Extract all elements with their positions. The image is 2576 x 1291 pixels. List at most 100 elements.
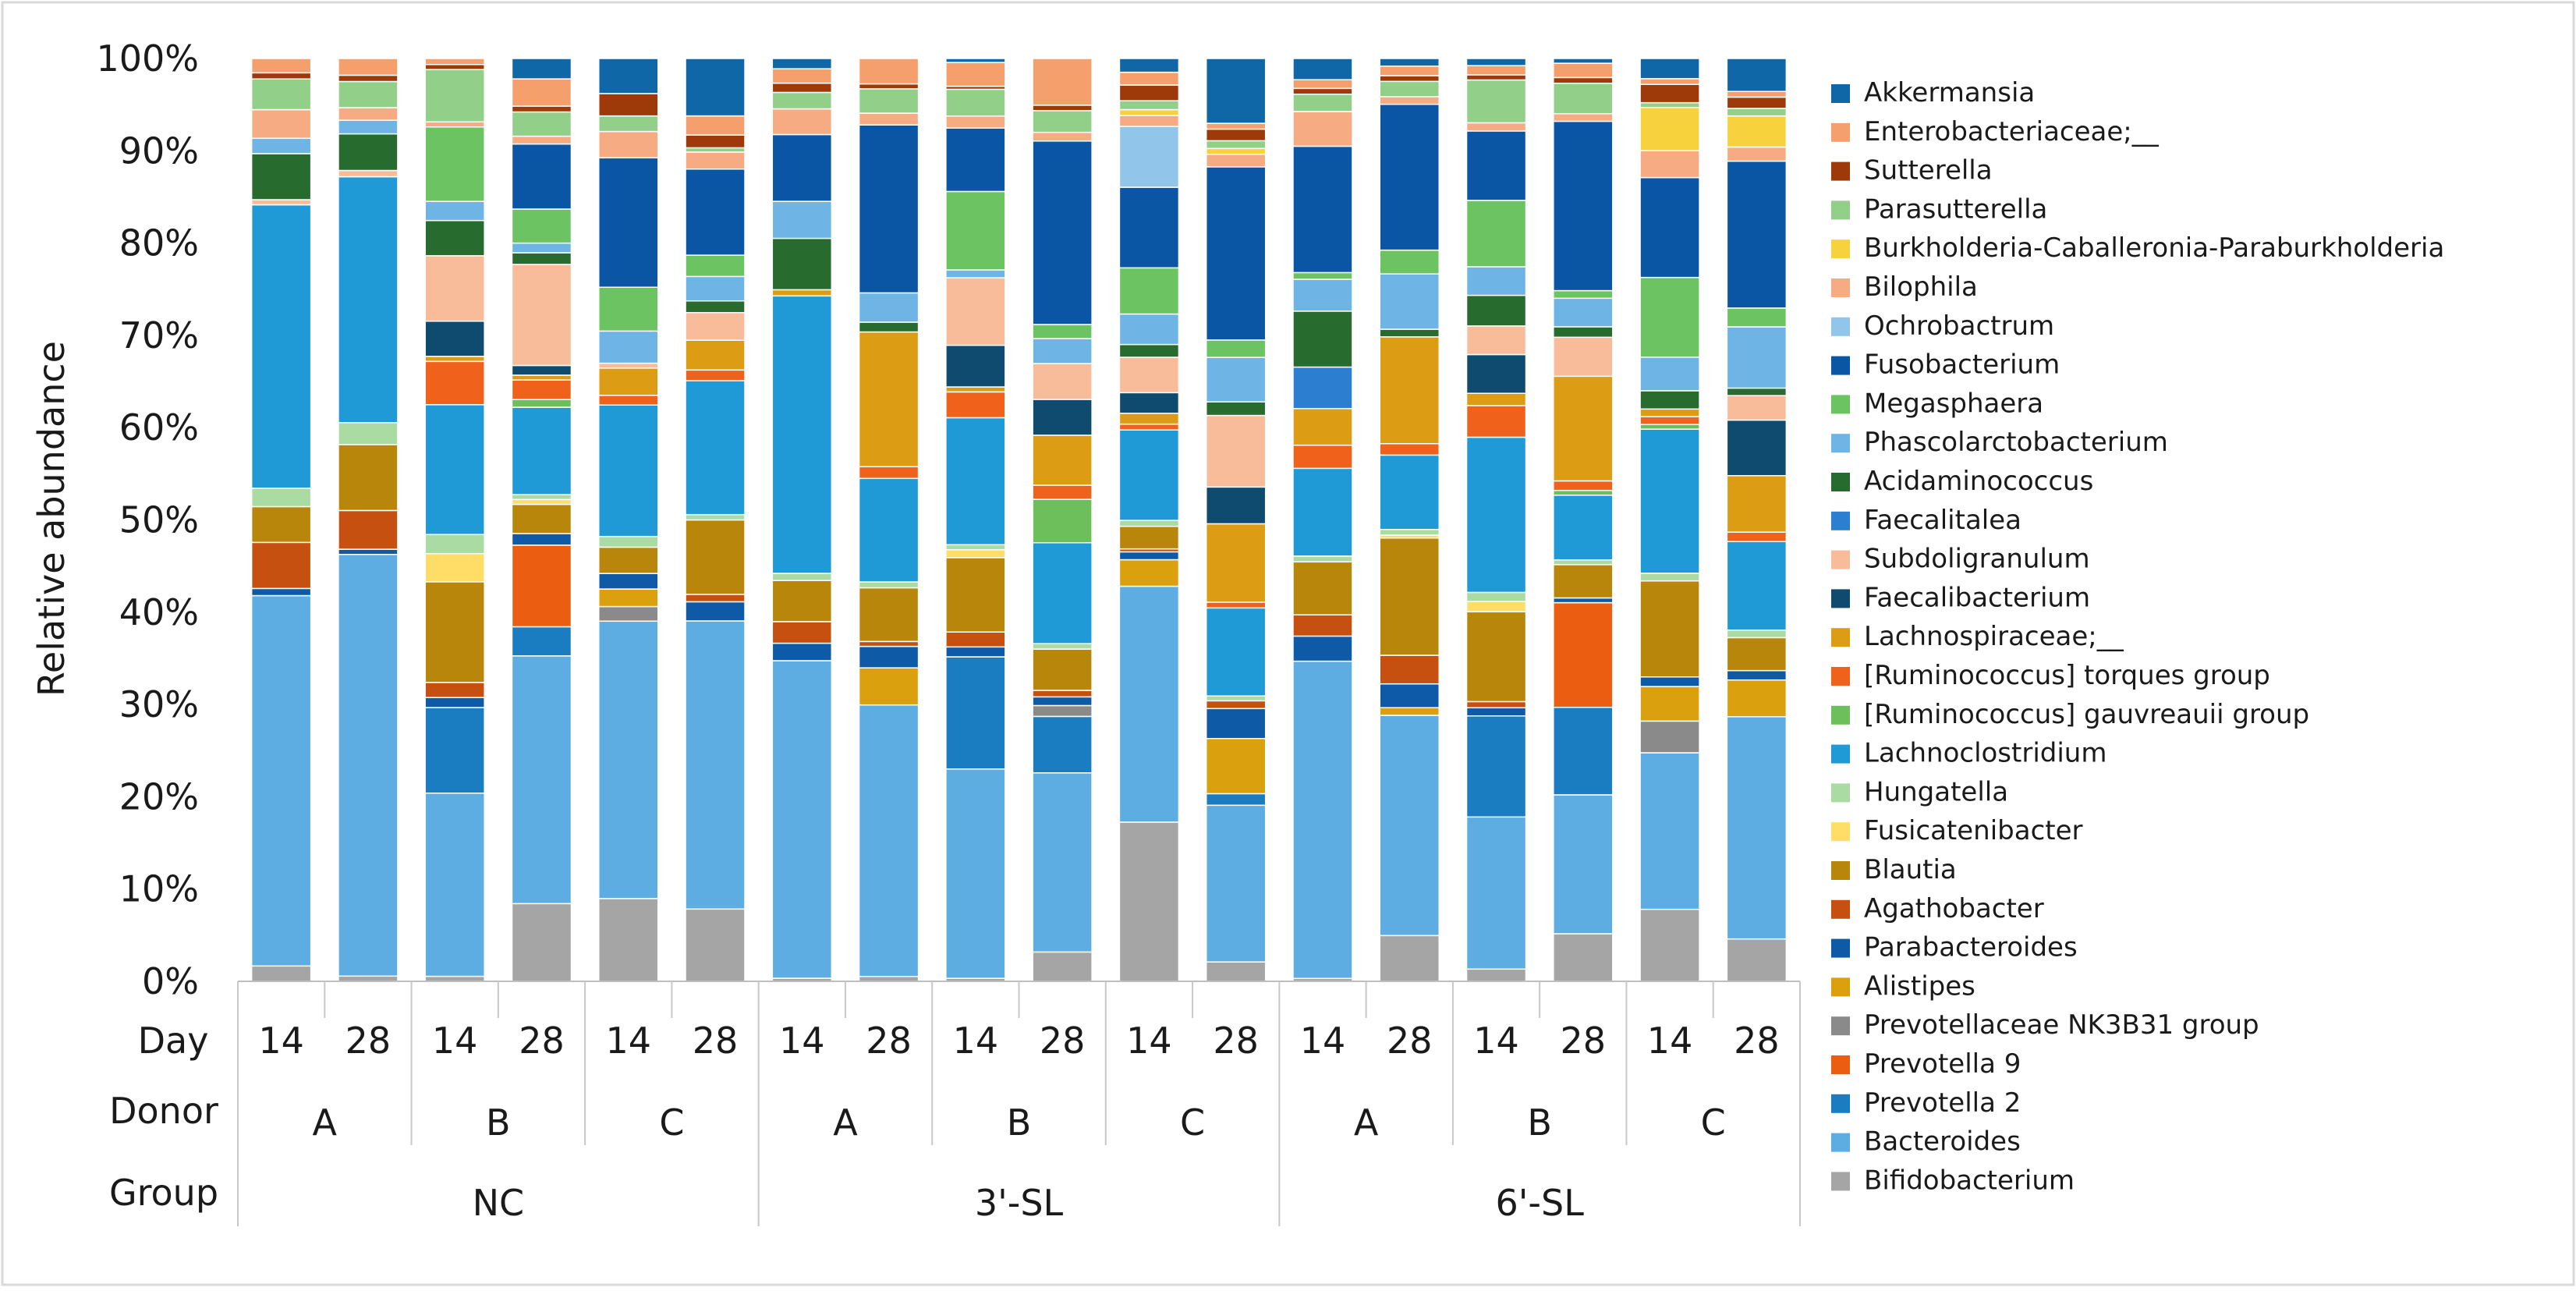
legend-label: Bifidobacterium	[1864, 1165, 2075, 1196]
bar-segment	[598, 535, 659, 548]
bar-segment	[858, 640, 919, 647]
bar-segment	[1032, 715, 1093, 774]
bar-segment	[511, 374, 572, 381]
bar-segment	[424, 581, 485, 683]
legend-swatch	[1831, 511, 1850, 530]
legend-item: Hungatella	[1831, 776, 2008, 807]
day-label: 14	[432, 1020, 478, 1062]
legend-label: [Ruminococcus] torques group	[1864, 660, 2270, 691]
bar-segment	[1118, 343, 1180, 358]
bar-segment	[1379, 454, 1440, 530]
bar-stack	[338, 58, 399, 982]
day-label: 14	[605, 1020, 651, 1062]
bar-segment	[685, 594, 746, 603]
bar-segment	[1032, 648, 1093, 691]
bar-segment	[250, 965, 312, 982]
bar-segment	[1379, 707, 1440, 716]
legend-swatch	[1831, 667, 1850, 686]
bar-segment	[1118, 392, 1180, 414]
bar-segment	[1379, 654, 1440, 685]
bar-segment	[685, 168, 746, 256]
bar-segment	[1118, 313, 1180, 346]
legend-swatch	[1831, 317, 1850, 336]
bar-segment	[1465, 611, 1527, 703]
y-tick-label: 0%	[142, 960, 199, 1002]
bar-segment	[1465, 700, 1527, 709]
bar-stack	[1465, 58, 1527, 982]
legend-label: Sutterella	[1864, 155, 1993, 186]
bar-segment	[1639, 686, 1700, 722]
bar-segment	[1465, 968, 1527, 982]
bar-segment	[250, 204, 312, 489]
bar-segment	[250, 72, 312, 80]
bar-segment	[945, 386, 1006, 393]
bar-segment	[1292, 467, 1353, 557]
bar-segment	[1379, 442, 1440, 456]
legend-swatch	[1831, 161, 1850, 181]
bar-segment	[1465, 58, 1527, 66]
bar-segment	[1205, 356, 1267, 403]
day-label: 28	[519, 1020, 565, 1062]
bar-segment	[1726, 419, 1788, 477]
bar-segment	[1118, 115, 1180, 127]
bar-segment	[1465, 816, 1527, 970]
bar-segment	[1379, 80, 1440, 98]
bar-segment	[1379, 683, 1440, 709]
bar-segment	[424, 404, 485, 535]
bar-segment	[598, 115, 659, 133]
bar-segment	[685, 908, 746, 982]
bar-segment	[1379, 75, 1440, 83]
bar-stack	[250, 58, 312, 982]
legend-label: Faecalibacterium	[1864, 582, 2090, 613]
bar-segment	[1205, 58, 1267, 124]
bar-segment	[1118, 585, 1180, 823]
bar-segment	[511, 533, 572, 546]
bar-segment	[1032, 110, 1093, 133]
bar-segment	[1032, 772, 1093, 953]
bar-segment	[1118, 559, 1180, 587]
bar-segment	[1465, 130, 1527, 201]
bar-segment	[685, 339, 746, 371]
bar-segment	[511, 135, 572, 145]
y-tick-label: 50%	[119, 499, 199, 541]
bar-segment	[338, 548, 399, 555]
legend-label: Lachnospiraceae;__	[1864, 621, 2124, 652]
legend-item: Fusicatenibacter	[1831, 815, 2083, 846]
bar-segment	[511, 903, 572, 982]
bar-segment	[1118, 267, 1180, 315]
bar-segment	[1205, 700, 1267, 710]
bar-segment	[1553, 480, 1614, 491]
legend-label: Prevotella 9	[1864, 1048, 2021, 1080]
bar-segment	[598, 588, 659, 608]
bar-segment	[1205, 607, 1267, 697]
bar-segment	[1205, 804, 1267, 963]
legend-item: Enterobacteriaceae;__	[1831, 116, 2160, 147]
legend-item: Faecalibacterium	[1831, 582, 2090, 613]
bar-segment	[511, 406, 572, 495]
legend-label: Prevotella 2	[1864, 1087, 2021, 1119]
legend-item: Akkermansia	[1831, 77, 2035, 108]
bar-segment	[424, 126, 485, 202]
legend-item: Agathobacter	[1831, 893, 2044, 924]
legend-label: Parabacteroides	[1864, 932, 2078, 963]
bar-segment	[945, 58, 1006, 63]
legend-label: Subdoligranulum	[1864, 544, 2090, 575]
bar-segment	[1032, 498, 1093, 544]
bar-segment	[1292, 555, 1353, 563]
bar-segment	[250, 488, 312, 508]
legend-label: Faecalitalea	[1864, 505, 2021, 536]
bar-segment	[338, 422, 399, 445]
y-tick-label: 10%	[119, 868, 199, 910]
bar-segment	[1639, 573, 1700, 582]
donor-label: A	[833, 1101, 858, 1144]
legend-label: Bilophila	[1864, 271, 1978, 303]
bar-segment	[424, 360, 485, 406]
bar-segment	[598, 286, 659, 332]
bar-segment	[598, 130, 659, 159]
bar-segment	[511, 242, 572, 254]
bar-segment	[338, 554, 399, 977]
bar-segment	[771, 237, 833, 291]
bar-segment	[598, 58, 659, 94]
bar-segment	[250, 58, 312, 74]
bar-segment	[1379, 273, 1440, 330]
